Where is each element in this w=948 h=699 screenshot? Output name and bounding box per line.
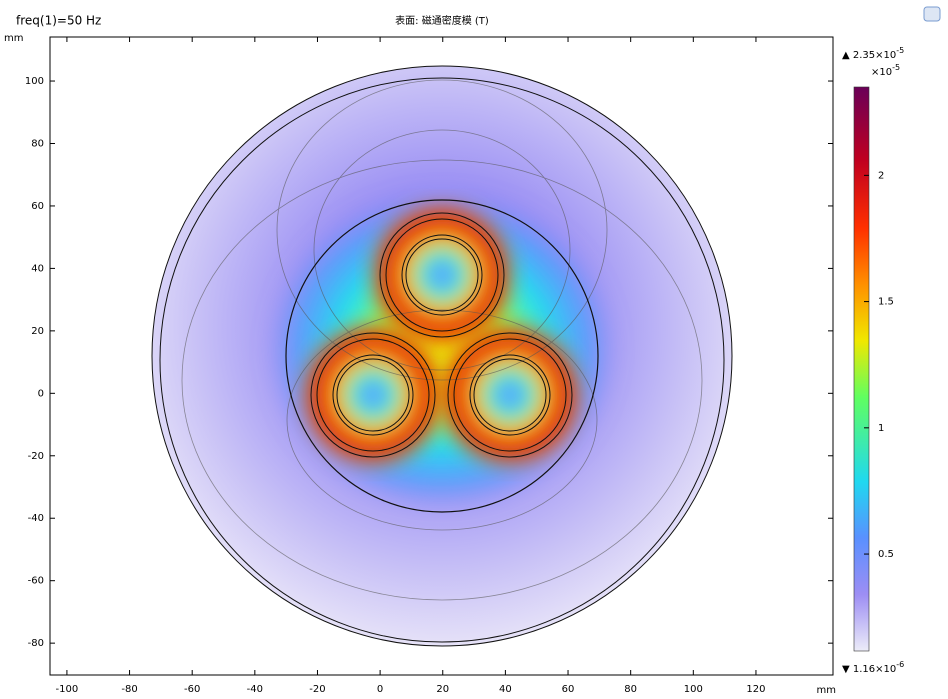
colorbar-tick-label: 1.5 [878, 297, 894, 308]
y-axis-label: mm [4, 33, 23, 44]
x-tick-label: -100 [56, 684, 79, 695]
y-tick-label: 100 [25, 76, 44, 87]
x-tick-label: 120 [746, 684, 765, 695]
y-tick-label: -80 [28, 638, 44, 649]
geometry [151, 65, 733, 647]
y-tick-label: -20 [28, 451, 44, 462]
x-tick-label: -60 [184, 684, 200, 695]
x-tick-label: 60 [562, 684, 575, 695]
y-tick-label: 0 [38, 388, 44, 399]
toolbar-icon[interactable] [923, 6, 941, 22]
x-tick-label: 100 [684, 684, 703, 695]
x-axis-label: mm [817, 685, 836, 696]
y-tick-label: -60 [28, 576, 44, 587]
y-tick-label: 40 [31, 263, 44, 274]
subtitle: freq(1)=50 Hz [16, 14, 101, 28]
colorbar-max: ▲ 2.35×10-5 [842, 46, 904, 62]
colorbar-tick-label: 0.5 [878, 549, 894, 560]
x-tick-label: -80 [121, 684, 137, 695]
colorbar-tick-label: 2 [878, 170, 884, 181]
colorbar-multiplier: ×10-5 [871, 63, 900, 79]
colorbar [853, 86, 870, 652]
colorbar-tick-label: 1 [878, 423, 884, 434]
y-tick-label: 20 [31, 326, 44, 337]
field-plot [152, 66, 732, 646]
x-tick-label: 40 [499, 684, 512, 695]
x-tick-label: -40 [247, 684, 263, 695]
x-tick-label: 0 [377, 684, 383, 695]
y-tick-label: 80 [31, 138, 44, 149]
colorbar-min: ▼ 1.16×10-6 [842, 660, 904, 676]
y-tick-label: 60 [31, 201, 44, 212]
y-tick-label: -40 [28, 513, 44, 524]
x-tick-label: 20 [436, 684, 449, 695]
chart-title: 表面: 磁通密度模 (T) [395, 14, 489, 27]
x-tick-label: -20 [309, 684, 325, 695]
x-tick-label: 80 [624, 684, 637, 695]
plot-frame [49, 36, 834, 676]
